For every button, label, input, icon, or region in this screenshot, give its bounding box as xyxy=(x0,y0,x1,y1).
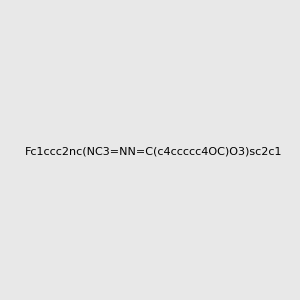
Text: Fc1ccc2nc(NC3=NN=C(c4ccccc4OC)O3)sc2c1: Fc1ccc2nc(NC3=NN=C(c4ccccc4OC)O3)sc2c1 xyxy=(25,146,283,157)
